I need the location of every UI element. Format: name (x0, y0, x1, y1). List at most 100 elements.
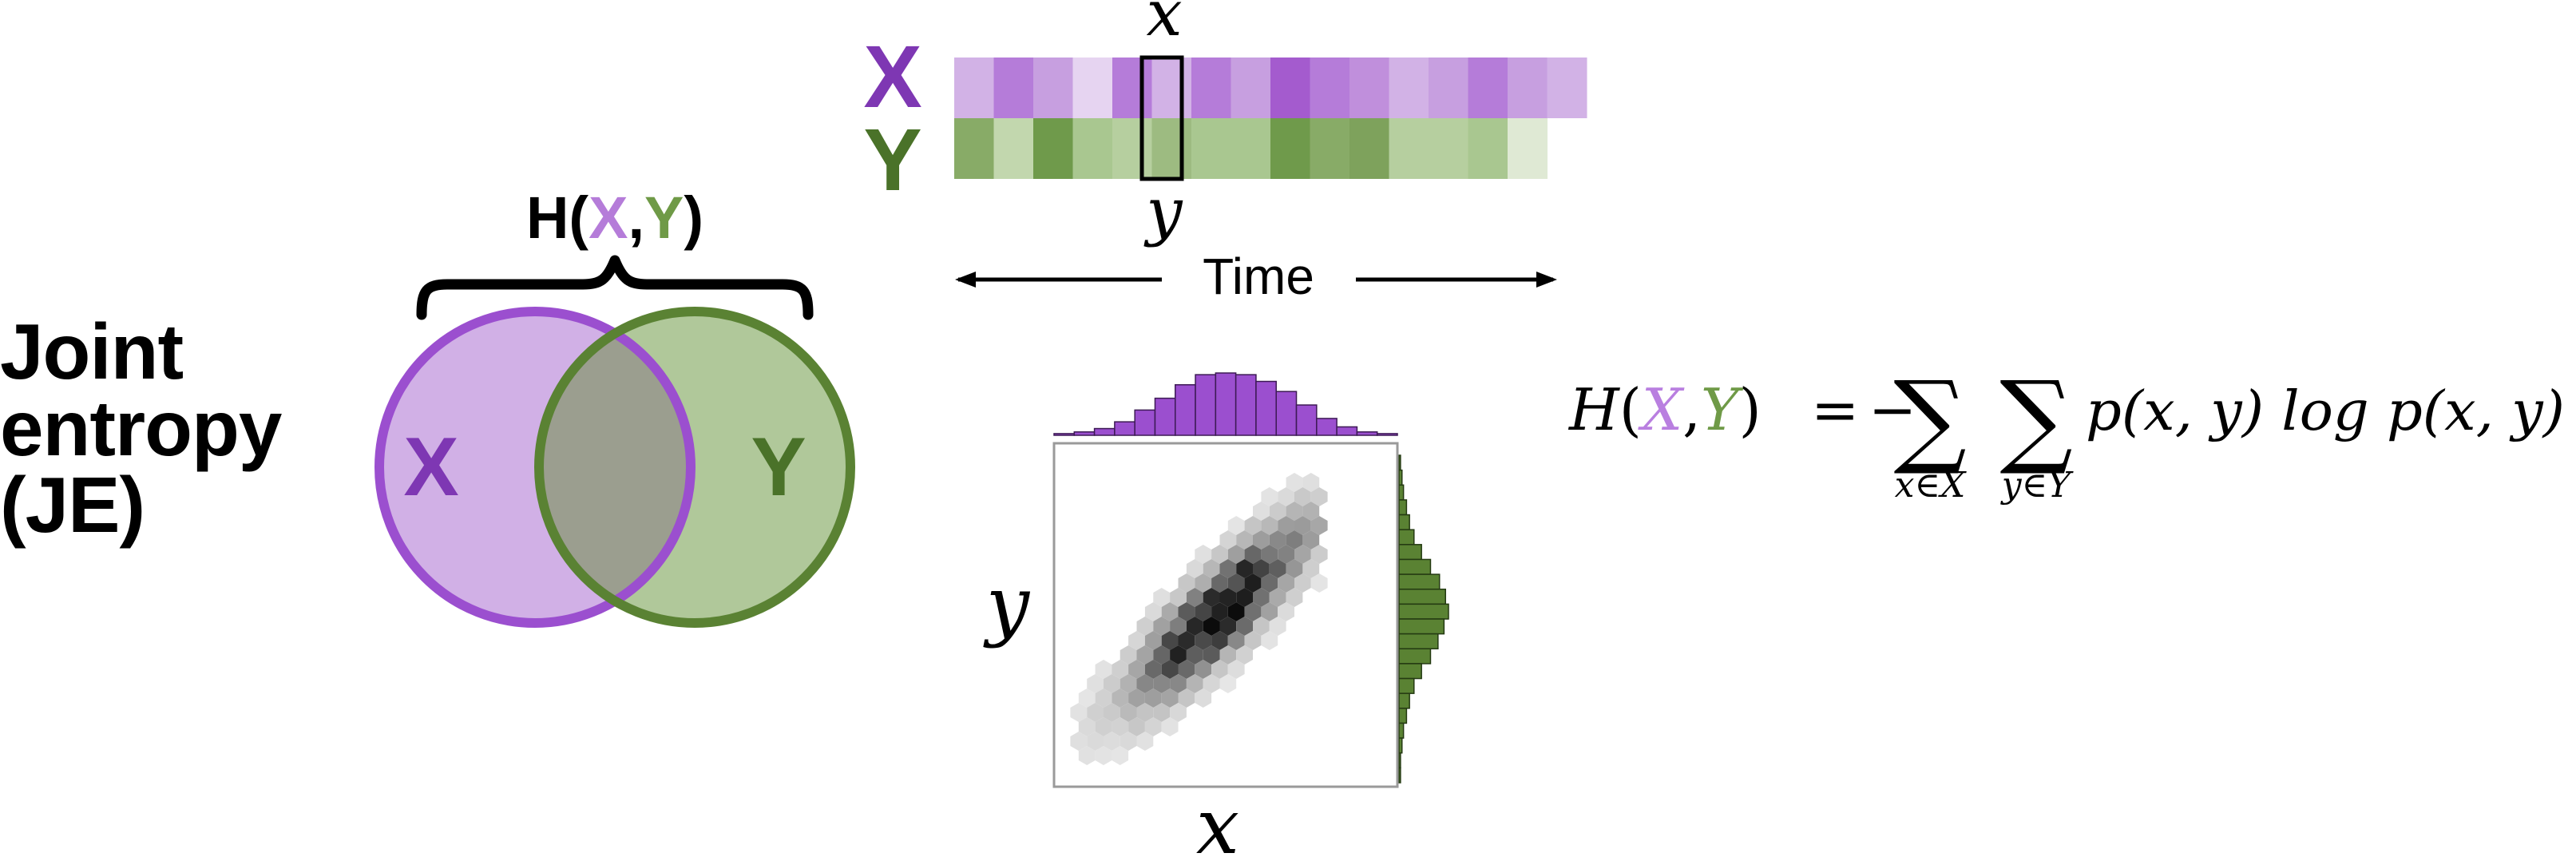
brace-label-y: Y (644, 184, 684, 251)
hexbin-cell (1178, 573, 1195, 593)
hexbin-cell (1286, 473, 1303, 492)
hexbin-cell (1227, 602, 1245, 621)
hexbin-cell (1244, 602, 1262, 621)
hexbin-cell (1070, 703, 1088, 722)
formula-comma: , (1682, 376, 1701, 443)
hexbin-cell (1186, 674, 1203, 693)
y-series-cell (1389, 118, 1429, 179)
hexbin-cell (1195, 631, 1212, 650)
hexbin-cell (1278, 516, 1294, 535)
hexbin-cell (1136, 732, 1154, 751)
formula-close-paren: ) (1739, 376, 1762, 443)
venn-circle-x-outline (375, 307, 696, 628)
hexbin-cell (1236, 559, 1253, 578)
x-series-cell (993, 58, 1034, 118)
y-marginal-bar (1398, 633, 1439, 650)
hexbin-cell (1294, 487, 1311, 506)
hexbin-cell (1219, 674, 1237, 693)
y-series-cell (1112, 118, 1152, 179)
y-series-cell (1151, 118, 1192, 179)
sample-y-label: y (1143, 174, 1183, 248)
x-series-cell (1310, 58, 1350, 118)
x-marginal-bar (1376, 433, 1398, 436)
y-marginal-bar (1398, 454, 1401, 471)
y-series-cell (1191, 118, 1231, 179)
hexbin-cell (1253, 588, 1270, 607)
x-marginal-bar (1295, 404, 1318, 436)
x-series-cell (1349, 58, 1389, 118)
hexbin-cell (1153, 645, 1171, 665)
y-marginal-bar (1398, 648, 1432, 665)
hexbin-cell (1211, 660, 1228, 679)
x-marginal-bar (1114, 421, 1135, 436)
x-series-strip (954, 58, 1587, 118)
hexbin-cell (1195, 660, 1212, 679)
x-marginal-histogram (1053, 372, 1398, 436)
hexbin-cell (1236, 617, 1253, 636)
hexbin-cell (1195, 688, 1212, 708)
hexbin-cell (1253, 559, 1270, 578)
hexbin-cell (1095, 746, 1112, 765)
hexbin-cell (1153, 674, 1171, 693)
hexbin-cell (1236, 530, 1253, 550)
sample-highlight-box (1139, 55, 1184, 181)
title: Joint entropy (JE) (0, 312, 335, 544)
hexbin-cell (1302, 559, 1320, 578)
y-marginal-bar (1398, 767, 1401, 784)
brace-label-x: X (589, 184, 628, 251)
y-series-cell (1508, 118, 1548, 179)
hexbin-cell (1144, 602, 1162, 621)
y-series-cell (993, 118, 1034, 179)
hexbin-cell (1261, 545, 1278, 564)
hexbin-cell (1161, 688, 1179, 708)
hexbin-cell (1278, 545, 1294, 564)
hexbin-cell (1186, 617, 1203, 636)
hexbin-cell (1186, 559, 1203, 578)
hexbin-cell (1294, 545, 1311, 564)
hexbin-cell (1112, 746, 1129, 765)
y-series-cell (1072, 118, 1113, 179)
sample-x-label: x (1146, 0, 1182, 50)
venn-overlap (539, 311, 691, 623)
hexbin-cell (1153, 617, 1171, 636)
hexbin-cell (1310, 487, 1328, 506)
hexbin-cell (1112, 660, 1129, 679)
hexbin-cell (1144, 660, 1162, 679)
hexbin-cell (1310, 573, 1328, 593)
hexbin-cell (1178, 631, 1195, 650)
hexbin-cell (1120, 645, 1137, 665)
formula-term: p(x, y) log p(x, y) (2086, 380, 2565, 443)
hexbin-cell (1286, 588, 1303, 607)
x-marginal-bar (1275, 391, 1298, 436)
hexbin-cell (1095, 688, 1112, 708)
hexbin-cell (1227, 516, 1245, 535)
hexbin-cell (1203, 645, 1220, 665)
hexbin-cell (1269, 502, 1286, 521)
hexbin-cell (1294, 573, 1311, 593)
y-series-cell (1033, 118, 1073, 179)
y-marginal-bar (1398, 618, 1445, 635)
hexbin-cell (1203, 559, 1220, 578)
hexbin-cell (1219, 530, 1237, 550)
hexbin-cell (1286, 502, 1303, 521)
y-marginal-bar (1398, 677, 1415, 694)
y-marginal-bar (1398, 692, 1410, 709)
y-marginal-bar (1398, 544, 1422, 561)
hexbin-cell (1211, 545, 1228, 564)
hexbin-cell (1136, 645, 1154, 665)
hexbin-cell (1161, 602, 1179, 621)
hexbin-cell (1195, 602, 1212, 621)
hexbin-cell (1136, 674, 1154, 693)
hexbin-cell (1219, 588, 1237, 607)
hexbin-cell (1186, 645, 1203, 665)
venn-label-y: Y (751, 421, 806, 514)
formula-sub-1: x∈X (1895, 465, 1967, 506)
hexbin-cell (1078, 746, 1096, 765)
hexbin-cell (1219, 559, 1237, 578)
x-marginal-bar (1053, 433, 1076, 436)
y-series-cell (954, 118, 994, 179)
hexbin-cell (1170, 617, 1187, 636)
hexbin-cell (1144, 631, 1162, 650)
x-marginal-bar (1073, 431, 1096, 436)
hexbin-cell (1078, 688, 1096, 708)
